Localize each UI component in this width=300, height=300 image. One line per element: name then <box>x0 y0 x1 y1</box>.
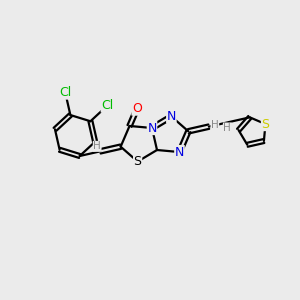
Text: N: N <box>175 146 184 158</box>
Text: N: N <box>167 110 176 123</box>
Text: H: H <box>93 141 101 151</box>
Text: S: S <box>134 155 142 168</box>
Text: Cl: Cl <box>101 99 113 112</box>
Text: S: S <box>261 118 269 130</box>
Text: O: O <box>132 102 142 115</box>
Text: Cl: Cl <box>59 86 71 99</box>
Text: H: H <box>224 123 231 133</box>
Text: H: H <box>211 120 219 130</box>
Text: N: N <box>147 122 157 134</box>
